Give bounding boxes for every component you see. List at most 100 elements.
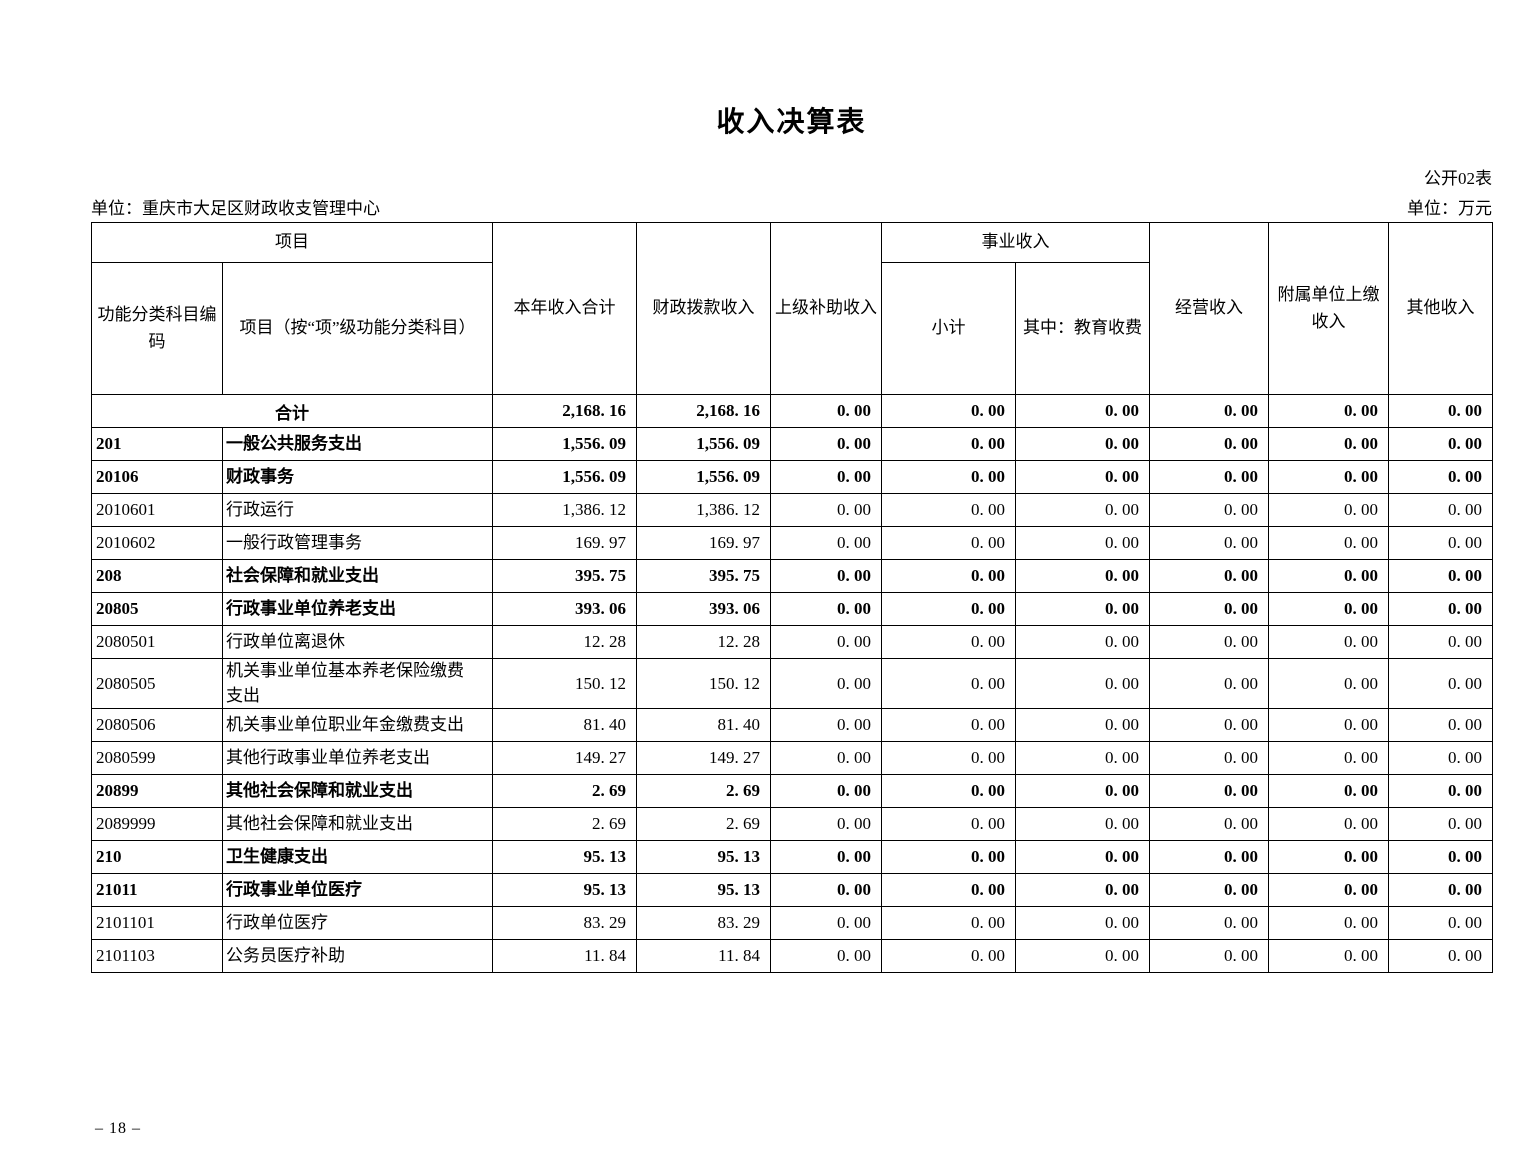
row-code: 2010601 — [91, 493, 223, 527]
row-value: 0. 00 — [770, 774, 882, 809]
row-value: 393. 06 — [636, 592, 771, 626]
row-value: 0. 00 — [1388, 625, 1493, 659]
row-value: 0. 00 — [1268, 559, 1389, 593]
table-row: 2080599 其他行政事业单位养老支出 149. 27 149. 27 0. 00 0.… — [91, 741, 1493, 776]
row-value: 0. 00 — [1388, 592, 1493, 626]
row-value: 0. 00 — [770, 526, 882, 560]
row-value: 0. 00 — [1149, 873, 1269, 908]
row-value: 0. 00 — [1149, 460, 1269, 494]
row-value: 2,168. 16 — [636, 394, 771, 428]
row-value: 0. 00 — [881, 840, 1016, 875]
table-row: 合计 2,168. 16 2,168. 16 0. 00 0. 00 0. 00 0. 00… — [91, 394, 1493, 428]
row-name: 一般公共服务支出 — [222, 427, 493, 461]
row-value: 2. 69 — [492, 807, 637, 842]
row-code: 2010602 — [91, 526, 223, 560]
col-header-operating-income: 经营收入 — [1149, 222, 1269, 395]
row-value: 0. 00 — [1268, 840, 1389, 875]
row-name: 行政单位医疗 — [222, 906, 493, 941]
row-value: 0. 00 — [1388, 460, 1493, 494]
table-row: 2010602 一般行政管理事务 169. 97 169. 97 0. 00 0. 00 0… — [91, 526, 1493, 560]
row-value: 169. 97 — [636, 526, 771, 560]
table-row: 20899 其他社会保障和就业支出 2. 69 2. 69 0. 00 0. 00 0. 0… — [91, 774, 1493, 809]
row-name: 行政运行 — [222, 493, 493, 527]
row-code: 2101103 — [91, 939, 223, 974]
row-value: 0. 00 — [1015, 625, 1150, 659]
table-row: 201 一般公共服务支出 1,556. 09 1,556. 09 0. 00 0. 00 0… — [91, 427, 1493, 461]
row-value: 0. 00 — [1015, 939, 1150, 974]
row-value: 0. 00 — [881, 394, 1016, 428]
row-value: 0. 00 — [770, 427, 882, 461]
row-value: 1,556. 09 — [492, 427, 637, 461]
col-header-subtotal: 小计 — [881, 262, 1016, 395]
row-value: 0. 00 — [1015, 774, 1150, 809]
row-value: 0. 00 — [1268, 906, 1389, 941]
row-value: 0. 00 — [881, 427, 1016, 461]
row-value: 0. 00 — [1388, 657, 1493, 710]
row-value: 0. 00 — [1268, 873, 1389, 908]
row-value: 0. 00 — [1268, 741, 1389, 776]
table-row: 2101101 行政单位医疗 83. 29 83. 29 0. 00 0. 00 0. 00… — [91, 906, 1493, 941]
table-row: 20805 行政事业单位养老支出 393. 06 393. 06 0. 00 0. 00 0… — [91, 592, 1493, 626]
row-value: 0. 00 — [770, 840, 882, 875]
document-page: { "page": { "title": "收入决算表", "table_lab… — [0, 100, 1515, 1169]
row-value: 2. 69 — [636, 774, 771, 809]
row-value: 0. 00 — [1268, 526, 1389, 560]
table-row: 2080501 行政单位离退休 12. 28 12. 28 0. 00 0. 00 0. 0… — [91, 625, 1493, 659]
row-value: 0. 00 — [1015, 592, 1150, 626]
col-header-function-code: 功能分类科目编码 — [91, 262, 223, 395]
row-value: 0. 00 — [1388, 394, 1493, 428]
row-value: 0. 00 — [1149, 657, 1269, 710]
col-header-affiliated-income: 附属单位上缴收入 — [1268, 222, 1389, 395]
row-value: 149. 27 — [492, 741, 637, 776]
row-code: 2080501 — [91, 625, 223, 659]
row-value: 0. 00 — [1015, 526, 1150, 560]
table-row: 208 社会保障和就业支出 395. 75 395. 75 0. 00 0. 00 0. 0… — [91, 559, 1493, 593]
row-value: 0. 00 — [1015, 906, 1150, 941]
row-value: 95. 13 — [636, 873, 771, 908]
row-value: 0. 00 — [1015, 657, 1150, 710]
row-value: 0. 00 — [1149, 807, 1269, 842]
table-row: 2101103 公务员医疗补助 11. 84 11. 84 0. 00 0. 00 0. 0… — [91, 939, 1493, 974]
row-value: 0. 00 — [770, 939, 882, 974]
row-value: 1,556. 09 — [636, 460, 771, 494]
income-table: 项目 本年收入合计 财政拨款收入 上级补助收入 事业收入 经营收入 附属单位上缴… — [91, 222, 1493, 974]
row-value: 0. 00 — [1015, 460, 1150, 494]
table-row: 210 卫生健康支出 95. 13 95. 13 0. 00 0. 00 0. 00 0. 0… — [91, 840, 1493, 875]
row-name: 机关事业单位职业年金缴费支出 — [222, 708, 493, 743]
row-value: 81. 40 — [492, 708, 637, 743]
col-header-education-fee: 其中：教育收费 — [1015, 262, 1150, 395]
row-code: 2080505 — [91, 657, 223, 710]
table-row: 2080505 机关事业单位基本养老保险缴费支出 150. 12 150. 12 0. … — [91, 657, 1493, 710]
row-code: 20106 — [91, 460, 223, 494]
row-value: 0. 00 — [881, 625, 1016, 659]
row-value: 0. 00 — [1268, 774, 1389, 809]
page-number: – 18 – — [95, 1120, 141, 1137]
row-name: 财政事务 — [222, 460, 493, 494]
row-value: 0. 00 — [1268, 939, 1389, 974]
row-value: 395. 75 — [636, 559, 771, 593]
row-value: 0. 00 — [881, 873, 1016, 908]
row-value: 0. 00 — [1388, 939, 1493, 974]
row-value: 11. 84 — [492, 939, 637, 974]
row-value: 0. 00 — [881, 708, 1016, 743]
row-value: 2,168. 16 — [492, 394, 637, 428]
row-value: 0. 00 — [1015, 840, 1150, 875]
row-value: 0. 00 — [1149, 840, 1269, 875]
row-value: 0. 00 — [1149, 592, 1269, 626]
row-value: 0. 00 — [881, 741, 1016, 776]
row-code: 2101101 — [91, 906, 223, 941]
col-header-other-income: 其他收入 — [1388, 222, 1493, 395]
row-value: 0. 00 — [1388, 840, 1493, 875]
row-value: 0. 00 — [770, 460, 882, 494]
col-header-total-income: 本年收入合计 — [492, 222, 637, 395]
row-value: 0. 00 — [881, 906, 1016, 941]
row-value: 2. 69 — [636, 807, 771, 842]
row-value: 0. 00 — [1149, 625, 1269, 659]
row-value: 0. 00 — [1149, 939, 1269, 974]
row-value: 0. 00 — [1388, 427, 1493, 461]
row-code: 20899 — [91, 774, 223, 809]
row-value: 0. 00 — [881, 807, 1016, 842]
row-value: 95. 13 — [492, 840, 637, 875]
row-value: 0. 00 — [770, 807, 882, 842]
row-value: 95. 13 — [492, 873, 637, 908]
